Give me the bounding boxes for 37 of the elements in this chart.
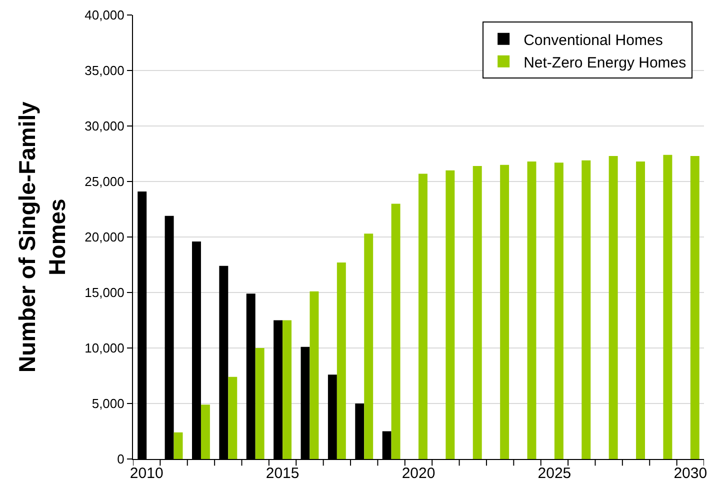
bar (446, 170, 455, 459)
bar (636, 162, 645, 459)
bar (554, 162, 564, 459)
legend-label: Net-Zero Energy Homes (524, 54, 686, 72)
bar (500, 164, 510, 459)
bar (472, 166, 482, 459)
y-axis-title: Number of Single-Family Homes (14, 101, 70, 372)
bar (364, 234, 374, 459)
y-tick-label: 0 (117, 452, 124, 467)
bar (310, 291, 319, 459)
y-tick-label: 10,000 (84, 340, 124, 356)
bar (391, 204, 400, 459)
x-tick-label: 2010 (130, 465, 164, 482)
x-tick-label: 2025 (538, 465, 572, 482)
y-tick-label: 5,000 (92, 396, 124, 412)
bar (200, 404, 210, 459)
bar (336, 262, 346, 459)
y-tick-label: 25,000 (84, 174, 124, 190)
bar (174, 432, 183, 459)
bar (690, 156, 700, 459)
bar (228, 376, 238, 459)
x-tick-label: 2020 (402, 465, 436, 482)
bar (527, 162, 536, 459)
x-tick-label: 2015 (266, 465, 300, 482)
bar (663, 154, 672, 459)
y-tick-label: 30,000 (84, 118, 124, 134)
legend-label: Conventional Homes (524, 32, 663, 49)
bar (255, 348, 264, 459)
x-tick-label: 2030 (674, 465, 708, 482)
y-tick-label: 35,000 (84, 63, 124, 78)
bar (418, 174, 428, 459)
bar (582, 160, 591, 459)
bar (608, 156, 618, 459)
y-tick-label: 20,000 (84, 230, 124, 245)
y-tick-label: 15,000 (84, 285, 124, 300)
bar (282, 320, 292, 459)
y-tick-label: 40,000 (84, 8, 124, 23)
